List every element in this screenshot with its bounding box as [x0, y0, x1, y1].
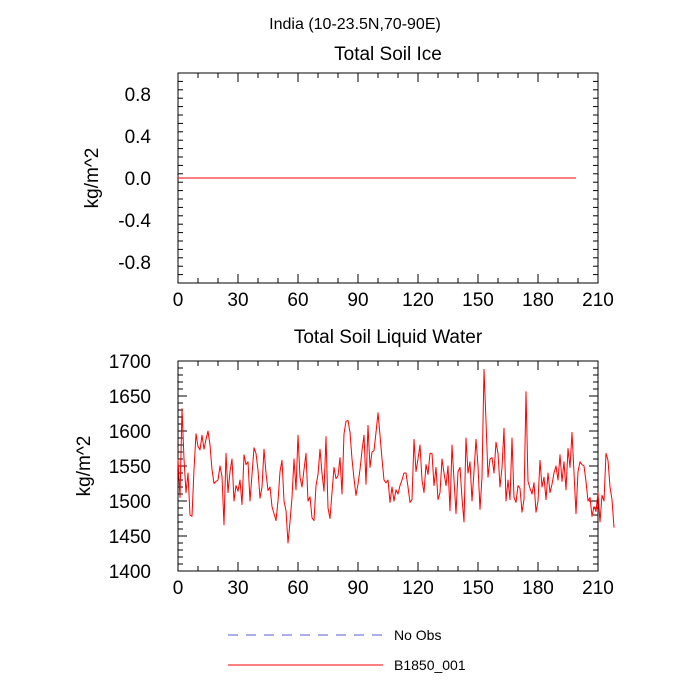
- plot-total-soil-ice: Total Soil Ice kg/m^2 0 30 60 90 120 150 180 210 -…: [82, 44, 614, 311]
- y-tick-label: 0.4: [125, 127, 152, 148]
- y-tick-label: -0.8: [118, 253, 151, 274]
- y-axis-label: kg/m^2: [74, 436, 95, 497]
- plot-total-soil-liquid-water: Total Soil Liquid Water kg/m^2 0 30 60 90 120 1…: [74, 327, 615, 599]
- x-tick-label: 90: [347, 290, 368, 311]
- legend-label-no-obs: No Obs: [394, 627, 441, 643]
- y-tick-label: 1700: [109, 352, 151, 373]
- x-tick-label: 150: [462, 290, 494, 311]
- x-tick-label: 30: [227, 290, 248, 311]
- x-tick-label: 60: [287, 290, 308, 311]
- y-tick-label: -0.4: [118, 211, 151, 232]
- x-tick-label: 150: [462, 578, 494, 599]
- y-axis-label: kg/m^2: [82, 148, 103, 209]
- legend-label-b1850-001: B1850_001: [394, 657, 466, 673]
- y-tick-label: 1650: [109, 387, 151, 408]
- y-tick-label: 0.8: [125, 85, 151, 106]
- x-tick-label: 0: [173, 578, 184, 599]
- plot-frame: [177, 360, 599, 572]
- plot-title: Total Soil Liquid Water: [294, 327, 483, 348]
- x-tick-label: 120: [402, 290, 434, 311]
- y-tick-label: 0.0: [125, 169, 151, 190]
- x-tick-label: 90: [347, 578, 368, 599]
- x-tick-label: 120: [402, 578, 434, 599]
- legend: No Obs B1850_001: [228, 627, 466, 673]
- y-tick-label: 1600: [109, 422, 151, 443]
- y-tick-label: 1500: [109, 492, 151, 513]
- x-tick-label: 180: [522, 290, 554, 311]
- y-tick-label: 1400: [109, 562, 151, 583]
- x-tick-label: 60: [287, 578, 308, 599]
- x-tick-label: 0: [173, 290, 184, 311]
- x-tick-label: 30: [227, 578, 248, 599]
- y-tick-label: 1550: [109, 457, 151, 478]
- figure-title: India (10-23.5N,70-90E): [269, 16, 441, 33]
- x-tick-label: 210: [582, 578, 614, 599]
- plot-title: Total Soil Ice: [334, 44, 442, 65]
- series-line-b1850-001: [177, 368, 615, 544]
- y-tick-label: 1450: [109, 527, 151, 548]
- x-tick-label: 180: [522, 578, 554, 599]
- x-tick-label: 210: [582, 290, 614, 311]
